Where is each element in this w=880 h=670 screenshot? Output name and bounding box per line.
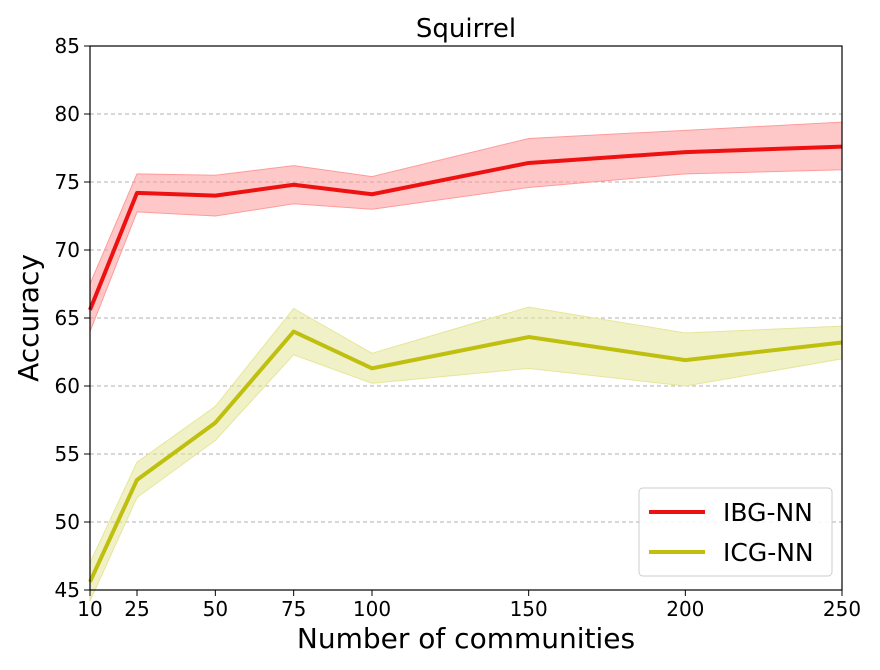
y-tick-label: 55 (55, 442, 80, 466)
x-tick-label: 25 (124, 597, 149, 621)
y-tick-label: 60 (55, 374, 80, 398)
y-tick-label: 65 (55, 306, 80, 330)
legend-label: ICG-NN (723, 538, 814, 567)
y-axis-label: Accuracy (12, 254, 45, 382)
y-tick-label: 45 (55, 578, 80, 602)
chart-title: Squirrel (416, 14, 516, 44)
y-tick-label: 80 (55, 102, 80, 126)
y-tick-label: 50 (55, 510, 80, 534)
x-axis-label: Number of communities (297, 622, 635, 655)
legend-label: IBG-NN (723, 498, 813, 527)
x-tick-label: 150 (510, 597, 548, 621)
series-lines (88, 144, 843, 583)
axis-ticks: 10 25 50 75 100 150 200 250 45 50 55 60 65 70 75 80 85 (55, 34, 862, 621)
confidence-band-series-1 (89, 121, 843, 332)
y-tick-label: 75 (55, 170, 80, 194)
x-tick-label: 100 (353, 597, 391, 621)
x-tick-label: 250 (823, 597, 861, 621)
series-line-1 (88, 144, 843, 311)
x-tick-label: 10 (77, 597, 102, 621)
x-tick-label: 200 (666, 597, 704, 621)
x-tick-label: 50 (203, 597, 228, 621)
y-tick-label: 85 (55, 34, 80, 58)
legend: IBG-NN ICG-NN (638, 487, 833, 577)
y-tick-label: 70 (55, 238, 80, 262)
x-tick-label: 75 (281, 597, 306, 621)
series-line-2 (88, 329, 843, 583)
